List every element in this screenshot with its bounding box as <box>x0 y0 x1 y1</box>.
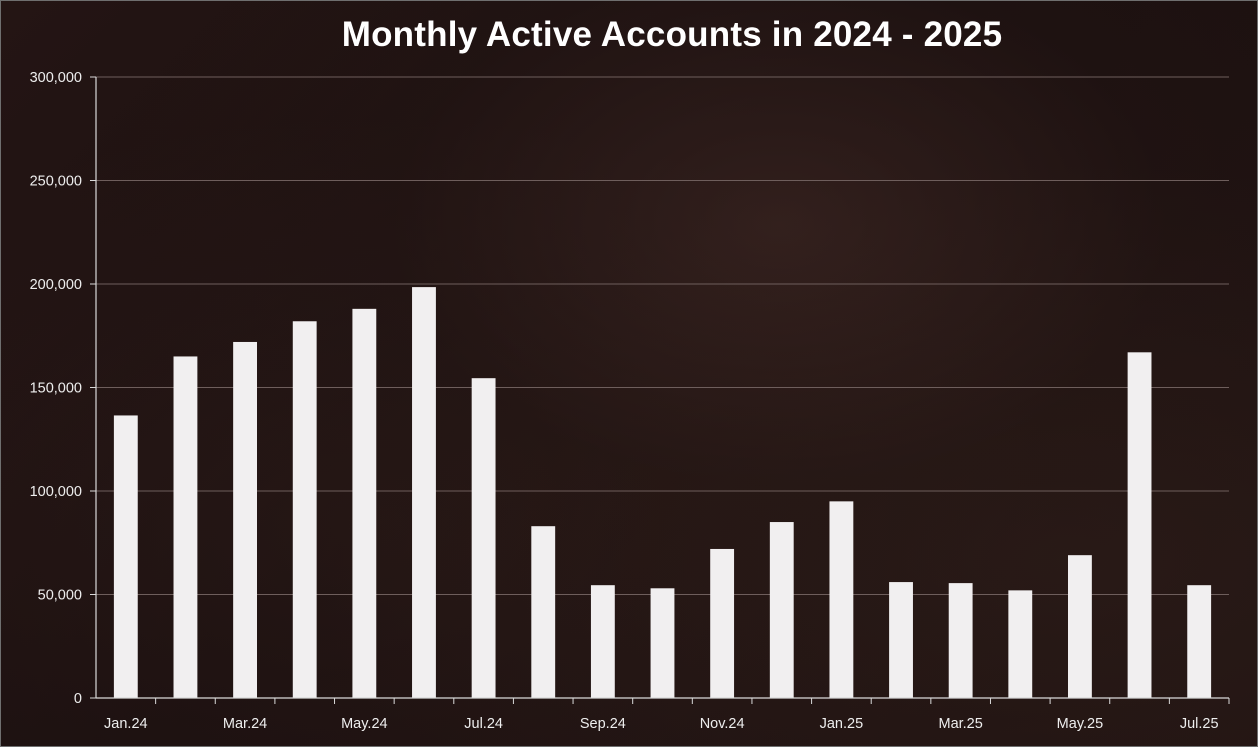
bar <box>1008 590 1033 698</box>
bar <box>1127 352 1152 698</box>
x-tick-label: Jul.24 <box>464 716 503 732</box>
bar <box>471 378 496 698</box>
bar <box>412 287 436 698</box>
chart-title: Monthly Active Accounts in 2024 - 2025 <box>341 15 1003 54</box>
bar <box>352 308 377 698</box>
gridlines <box>96 76 1229 595</box>
bar <box>650 588 675 698</box>
x-tick-label: Sep.24 <box>580 716 626 732</box>
bar <box>710 548 735 698</box>
x-tick-label: Jan.24 <box>104 716 148 732</box>
tick-labels: 0 50,000 100,000 150,000 200,000 250,000 300,0… <box>30 70 1219 732</box>
bar <box>829 501 854 698</box>
y-tick-label: 0 <box>74 691 82 707</box>
bar <box>233 341 258 698</box>
bar <box>113 415 138 698</box>
bar <box>1067 555 1092 698</box>
bar <box>889 582 913 698</box>
x-tick-label: Mar.25 <box>938 716 982 732</box>
bar <box>948 583 973 698</box>
x-tick-label: Jul.25 <box>1180 716 1219 732</box>
y-tick-label: 250,000 <box>30 174 82 190</box>
axes <box>90 76 1230 704</box>
y-tick-label: 50,000 <box>38 588 82 604</box>
y-tick-label: 150,000 <box>30 381 82 397</box>
y-tick-label: 300,000 <box>30 70 82 86</box>
bar <box>173 356 198 698</box>
x-tick-label: May.24 <box>341 716 387 732</box>
bar <box>1187 585 1212 698</box>
y-tick-label: 100,000 <box>30 484 82 500</box>
x-tick-label: May.25 <box>1057 716 1103 732</box>
x-tick-label: Mar.24 <box>223 716 267 732</box>
x-tick-label: Jan.25 <box>820 716 864 732</box>
bar <box>769 522 794 698</box>
y-tick-label: 200,000 <box>30 277 82 293</box>
bar <box>531 526 556 698</box>
x-tick-label: Nov.24 <box>700 716 745 732</box>
bar <box>590 585 615 698</box>
bars <box>113 287 1212 698</box>
bar <box>292 321 317 698</box>
